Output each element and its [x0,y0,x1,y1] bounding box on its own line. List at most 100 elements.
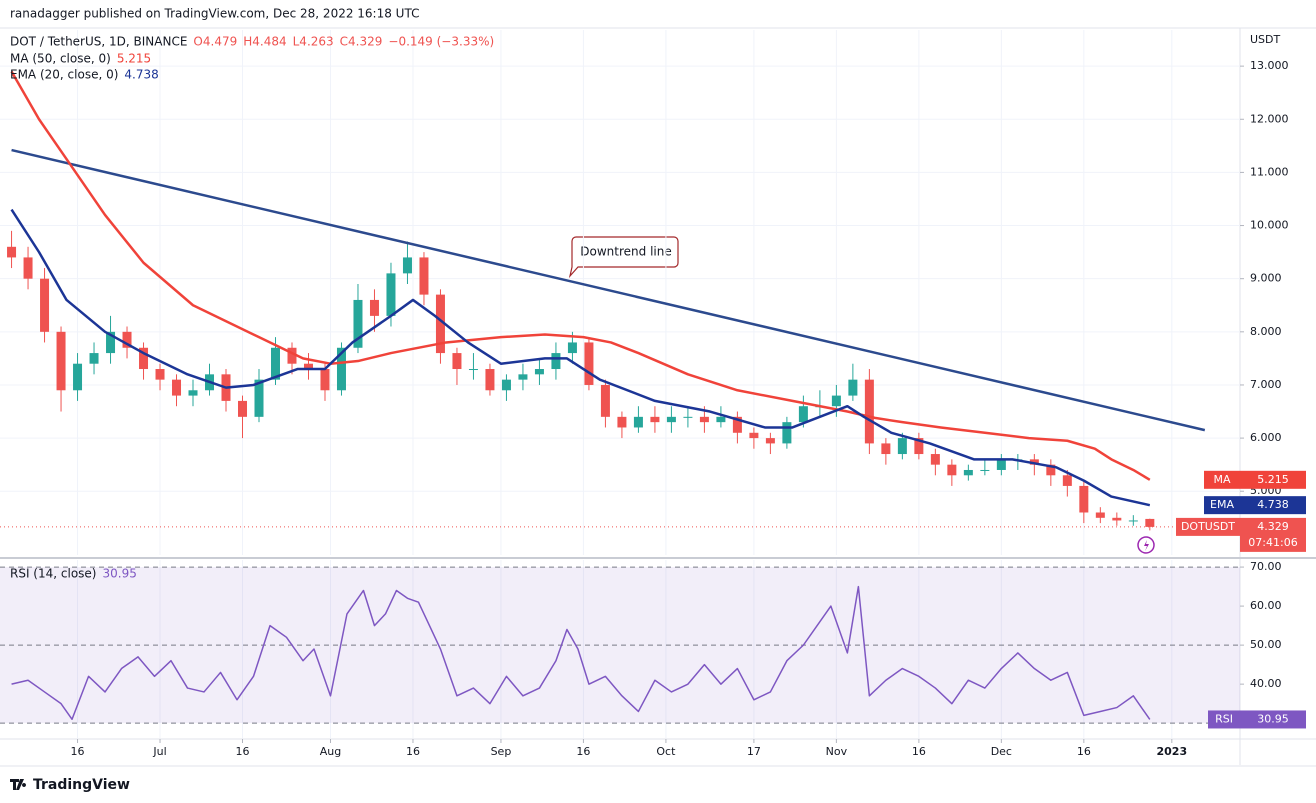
candle-body [155,369,165,380]
legend-indicator: EMA (20, close, 0) [10,68,118,82]
price-tag-bg [1240,517,1306,552]
legend-indicator-value: 5.215 [117,52,151,66]
candle-body [452,353,462,370]
legend-ohlc: L4.263 [293,35,334,49]
symbol-tag: DOTUSDT [1181,520,1235,533]
candle-body [353,299,363,348]
candle-body [1128,520,1138,522]
candle-body [1145,518,1155,527]
candle-body [963,469,973,476]
candle-body [238,400,248,417]
indicator-value-bg [1240,470,1306,489]
rsi-tick-label: 50.00 [1250,638,1282,651]
candle-body [1079,485,1089,513]
rsi-legend-value: 30.95 [102,567,136,581]
candle-body [650,416,660,423]
indicator-value: 4.738 [1257,498,1289,511]
legend-ohlc: H4.484 [243,35,286,49]
legend-ohlc: O4.479 [193,35,237,49]
y-tick-label: 6.000 [1250,431,1282,444]
candle-body [320,369,330,391]
candle-body [1029,459,1039,465]
candle-body [23,257,33,279]
price-pane [0,70,1240,531]
x-tick-label: Oct [656,745,676,758]
indicator-line [10,208,1151,507]
candle-body [122,331,132,348]
symbol-tag-bg [1176,517,1240,536]
x-tick-label: Nov [826,745,848,758]
indicator-line [10,70,1151,481]
candle-body [287,347,297,364]
x-tick-label: 17 [747,745,761,758]
candle-body [188,390,198,396]
candle-body [864,379,874,444]
x-tick-label: 16 [1077,745,1091,758]
indicator-value: 5.215 [1257,473,1289,486]
candle-body [699,416,709,423]
y-tick-label: 10.000 [1250,219,1289,232]
legend-change: −0.149 (−3.33%) [388,35,494,49]
candle-body [40,278,50,332]
x-tick-label: Aug [320,745,341,758]
trendline [11,148,1206,432]
candle-body [881,443,891,455]
y-tick-label: 9.000 [1250,272,1282,285]
candle-body [534,369,544,375]
rsi-tick-label: 60.00 [1250,599,1282,612]
legend-indicator: MA (50, close, 0) [10,52,111,66]
x-tick-label: 16 [236,745,250,758]
x-tick-label: Jul [152,745,166,758]
candle-body [402,257,412,274]
rsi-line [11,585,1151,721]
candle-body [600,384,610,417]
candle-body [1112,517,1122,521]
annotation: Downtrend line [568,236,679,279]
alert-icon [1137,536,1155,554]
candle-body [435,294,445,354]
candle-body [716,416,726,423]
candle-body [139,347,149,370]
candle-body [1062,475,1072,486]
candle-body [782,422,792,444]
rsi-band [0,567,1240,724]
countdown: 07:41:06 [1248,536,1297,549]
alert-bolt [1144,540,1149,551]
legend-title: DOT / TetherUS, 1D, BINANCE [10,35,187,49]
legend-ohlc: C4.329 [340,35,383,49]
rsi-tick-label: 40.00 [1250,677,1282,690]
candle-body [831,395,841,407]
candle-body [369,299,379,316]
candle-body [501,379,511,391]
y-tick-label: 13.000 [1250,59,1289,72]
candle-body [848,379,858,396]
candle-body [518,374,528,380]
annotation-callout [568,236,679,279]
indicator-tag-bg [1204,470,1240,489]
price-tag: 4.329 [1257,520,1289,533]
y-tick-label: 7.000 [1250,378,1282,391]
candle-body [749,432,759,439]
candle-body [914,438,924,455]
candle-body [897,438,907,455]
candle-body [683,416,693,418]
candle-body [303,363,313,370]
x-tick-label: 16 [71,745,85,758]
rsi-value: 30.95 [1257,712,1289,725]
rsi-tag: RSI [1215,712,1233,725]
x-tick-label: 16 [576,745,590,758]
rsi-value-bg [1240,710,1306,729]
candle-body [996,459,1006,470]
annotation-text: Downtrend line [580,245,671,259]
candle-body [765,438,775,444]
candle-body [254,379,264,417]
candle-body [930,454,940,465]
candle-body [617,416,627,428]
x-tick-label: Sep [491,745,512,758]
brand: TradingView [10,777,130,793]
publisher: ranadagger published on TradingView.com,… [10,7,419,21]
candle-body [666,416,676,423]
candle-body [567,342,577,354]
candle-body [551,353,561,370]
candle-body [106,331,116,354]
